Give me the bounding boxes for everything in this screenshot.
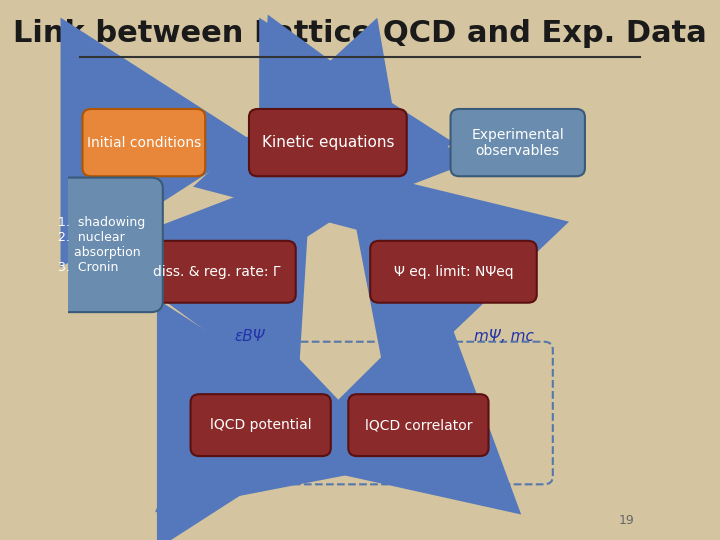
Text: 1.  shadowing
2.  nuclear
    absorption
3.  Cronin: 1. shadowing 2. nuclear absorption 3. Cr… <box>58 216 145 274</box>
Text: Initial conditions: Initial conditions <box>86 136 201 150</box>
Text: Ψ eq. limit: NΨeq: Ψ eq. limit: NΨeq <box>394 265 513 279</box>
FancyBboxPatch shape <box>370 241 536 303</box>
FancyBboxPatch shape <box>37 178 163 312</box>
Text: diss. & reg. rate: Γ: diss. & reg. rate: Γ <box>153 265 281 279</box>
FancyBboxPatch shape <box>249 109 407 176</box>
Text: mΨ, mc: mΨ, mc <box>474 329 534 344</box>
Text: εBΨ: εBΨ <box>235 329 265 344</box>
FancyBboxPatch shape <box>451 109 585 176</box>
FancyBboxPatch shape <box>191 394 330 456</box>
Text: Kinetic equations: Kinetic equations <box>261 135 394 150</box>
Text: lQCD correlator: lQCD correlator <box>364 418 472 432</box>
FancyBboxPatch shape <box>348 394 489 456</box>
FancyBboxPatch shape <box>83 109 205 176</box>
Text: 19: 19 <box>619 515 634 528</box>
Text: lQCD potential: lQCD potential <box>210 418 312 432</box>
FancyBboxPatch shape <box>138 241 296 303</box>
Text: Experimental
observables: Experimental observables <box>472 127 564 158</box>
Text: Link between Lattice QCD and Exp. Data: Link between Lattice QCD and Exp. Data <box>13 19 707 48</box>
